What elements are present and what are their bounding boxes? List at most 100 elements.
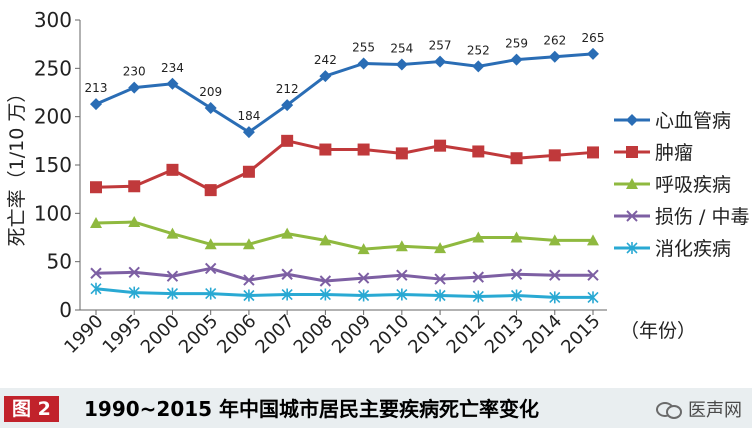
data-point-2-13 bbox=[587, 234, 599, 246]
data-label: 212 bbox=[276, 82, 299, 96]
figure-title: 1990~2015 年中国城市居民主要疾病死亡率变化 bbox=[84, 397, 540, 421]
data-label: 252 bbox=[467, 43, 490, 57]
data-point-3-3 bbox=[204, 262, 217, 275]
legend-marker-3 bbox=[626, 210, 638, 222]
legend-label-4: 消化疾病 bbox=[655, 238, 731, 260]
series-line-2 bbox=[95, 220, 593, 251]
data-point-4-11 bbox=[510, 289, 523, 302]
data-point-0-1 bbox=[128, 81, 141, 94]
data-point-0-0 bbox=[90, 98, 102, 111]
data-point-4-5 bbox=[281, 288, 293, 301]
data-point-1-10 bbox=[472, 145, 485, 158]
legend-marker-2 bbox=[626, 178, 638, 189]
series-line-4 bbox=[95, 287, 593, 299]
data-point-1-9 bbox=[434, 139, 447, 152]
data-point-0-2 bbox=[166, 77, 179, 90]
data-point-4-12 bbox=[549, 291, 561, 304]
data-label: 259 bbox=[505, 37, 528, 51]
data-point-1-1 bbox=[128, 180, 141, 193]
data-label: 234 bbox=[161, 61, 184, 75]
legend-label-1: 肿瘤 bbox=[655, 142, 693, 164]
data-point-0-9 bbox=[434, 55, 447, 68]
data-point-0-10 bbox=[472, 60, 485, 73]
data-point-0-11 bbox=[510, 53, 523, 66]
data-point-1-7 bbox=[357, 143, 370, 156]
data-point-4-13 bbox=[587, 291, 599, 304]
x-tick-label: 2006 bbox=[213, 311, 260, 358]
y-tick-label: 50 bbox=[47, 250, 72, 274]
data-point-1-6 bbox=[319, 143, 332, 156]
data-point-1-3 bbox=[204, 184, 217, 197]
data-point-2-11 bbox=[510, 231, 523, 243]
x-tick-label: 2010 bbox=[366, 311, 413, 358]
data-point-2-2 bbox=[166, 227, 179, 239]
data-point-3-7 bbox=[357, 272, 370, 284]
data-point-3-5 bbox=[281, 268, 293, 280]
data-point-1-13 bbox=[587, 146, 599, 159]
data-point-4-6 bbox=[319, 288, 331, 301]
data-point-4-8 bbox=[396, 288, 408, 301]
data-point-0-3 bbox=[204, 101, 217, 114]
figure-tag: 图 2 bbox=[4, 396, 59, 422]
data-point-3-8 bbox=[396, 269, 408, 281]
y-tick-label: 150 bbox=[34, 153, 72, 177]
data-label: 184 bbox=[237, 109, 260, 123]
data-point-3-2 bbox=[166, 270, 179, 282]
data-point-0-5 bbox=[281, 99, 294, 112]
data-point-3-13 bbox=[587, 269, 599, 281]
x-tick-label: 2011 bbox=[404, 311, 451, 358]
data-point-2-3 bbox=[204, 238, 217, 250]
x-tick-label: 2007 bbox=[251, 311, 298, 358]
legend-label-3: 损伤 / 中毒 bbox=[655, 206, 749, 228]
series-line-1 bbox=[95, 139, 594, 192]
data-point-4-9 bbox=[434, 289, 446, 302]
data-point-3-6 bbox=[319, 275, 332, 287]
data-point-2-6 bbox=[319, 234, 332, 246]
data-point-4-2 bbox=[166, 287, 179, 300]
data-label: 213 bbox=[85, 81, 108, 95]
data-point-1-2 bbox=[166, 163, 179, 176]
y-tick-label: 100 bbox=[34, 201, 72, 225]
x-tick-label: 1995 bbox=[99, 311, 146, 358]
series-line-0 bbox=[95, 52, 594, 134]
data-point-3-4 bbox=[243, 274, 255, 286]
data-point-0-7 bbox=[357, 57, 370, 70]
data-point-1-8 bbox=[395, 147, 408, 160]
data-point-3-1 bbox=[128, 266, 140, 279]
x-tick-label: 2009 bbox=[328, 311, 375, 358]
watermark: 医声网 bbox=[656, 396, 742, 422]
data-label: 265 bbox=[582, 31, 605, 45]
data-point-0-12 bbox=[548, 50, 561, 63]
data-point-0-8 bbox=[395, 58, 408, 71]
x-axis-unit: （年份） bbox=[620, 320, 696, 342]
x-tick-label: 2013 bbox=[481, 311, 528, 358]
y-tick-label: 250 bbox=[34, 56, 72, 80]
data-point-2-1 bbox=[128, 216, 141, 228]
data-point-3-10 bbox=[472, 271, 485, 283]
data-point-3-11 bbox=[510, 268, 523, 280]
y-axis-label: 死亡率（1/10 万） bbox=[6, 84, 28, 247]
data-point-2-10 bbox=[472, 231, 485, 243]
y-tick-label: 0 bbox=[59, 298, 72, 322]
x-tick-label: 2012 bbox=[443, 311, 490, 358]
data-point-2-7 bbox=[357, 243, 370, 255]
y-tick-label: 300 bbox=[34, 8, 72, 32]
data-point-2-9 bbox=[434, 242, 447, 254]
data-point-4-0 bbox=[90, 282, 102, 295]
x-tick-label: 2015 bbox=[557, 311, 604, 358]
data-point-1-4 bbox=[242, 165, 255, 178]
x-tick-label: 2005 bbox=[175, 311, 222, 358]
data-point-4-3 bbox=[205, 287, 217, 300]
legend-label-2: 呼吸疾病 bbox=[655, 174, 731, 196]
watermark-text: 医声网 bbox=[688, 400, 742, 421]
data-point-1-12 bbox=[548, 149, 561, 162]
legend-label-0: 心血管病 bbox=[655, 110, 731, 132]
data-label: 262 bbox=[543, 34, 566, 48]
data-point-1-5 bbox=[281, 134, 294, 147]
data-point-4-1 bbox=[128, 286, 140, 299]
data-point-1-0 bbox=[90, 181, 102, 194]
data-point-3-9 bbox=[434, 273, 446, 285]
y-tick-label: 200 bbox=[34, 105, 72, 129]
data-label: 242 bbox=[314, 53, 337, 67]
data-point-0-6 bbox=[319, 70, 332, 83]
